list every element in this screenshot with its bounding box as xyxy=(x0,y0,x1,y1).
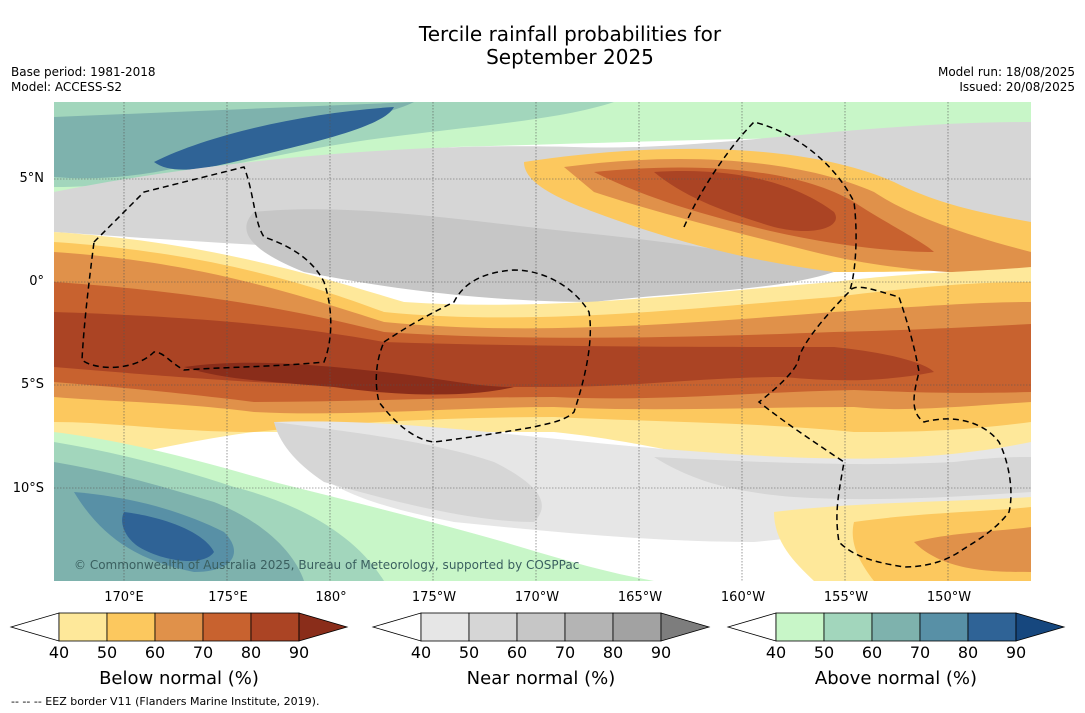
colorbar-segment xyxy=(967,612,1017,642)
colorbar-left-extension xyxy=(371,612,422,642)
colorbar-below-title: Below normal (%) xyxy=(99,668,259,689)
colorbar-above-title: Above normal (%) xyxy=(814,668,978,689)
colorbar-segment xyxy=(775,612,825,642)
colorbar-near-normal xyxy=(371,612,711,642)
map-title-line2: September 2025 xyxy=(486,45,654,69)
map-title-line1: Tercile rainfall probabilities for xyxy=(418,22,722,46)
lon-label-170e: 170°E xyxy=(104,590,144,605)
lat-label-10s: 10°S xyxy=(12,481,44,496)
cb-below-tick-80: 80 xyxy=(240,643,262,662)
colorbar-above-normal xyxy=(726,612,1066,642)
colorbar-segment xyxy=(106,612,156,642)
lat-label-5n: 5°N xyxy=(19,171,45,186)
colorbar-segment xyxy=(154,612,204,642)
map-svg xyxy=(54,102,1031,581)
cb-above-tick-80: 80 xyxy=(957,643,979,662)
cb-below-tick-70: 70 xyxy=(192,643,214,662)
lon-label-180: 180° xyxy=(315,590,347,605)
colorbar-segment xyxy=(420,612,470,642)
cb-near-tick-80: 80 xyxy=(602,643,624,662)
near-normal-south-west xyxy=(274,422,542,522)
copyright-text: © Commonwealth of Australia 2025, Bureau… xyxy=(74,558,580,572)
lon-label-175w: 175°W xyxy=(411,590,457,605)
colorbar-segment xyxy=(58,612,108,642)
cb-above-tick-70: 70 xyxy=(909,643,931,662)
cb-below-tick-50: 50 xyxy=(96,643,118,662)
colorbar-segment xyxy=(516,612,566,642)
cb-below-tick-90: 90 xyxy=(288,643,310,662)
cb-near-tick-50: 50 xyxy=(458,643,480,662)
model-run-text: Model run: 18/08/2025 xyxy=(937,65,1075,79)
cb-above-tick-40: 40 xyxy=(765,643,787,662)
below-normal-north-80 xyxy=(654,171,836,232)
eez-footnote: -- -- -- EEZ border V11 (Flanders Marine… xyxy=(11,695,320,708)
colorbar-segment xyxy=(612,612,662,642)
colorbar-segment xyxy=(564,612,614,642)
colorbar-segment xyxy=(250,612,300,642)
colorbar-segment xyxy=(202,612,252,642)
colorbar-right-extension xyxy=(298,612,349,642)
colorbar-near-title: Near normal (%) xyxy=(466,668,616,689)
lon-label-160w: 160°W xyxy=(720,590,766,605)
above-normal-north-core xyxy=(154,107,394,170)
base-period-text: Base period: 1981-2018 xyxy=(11,65,156,79)
cb-near-tick-60: 60 xyxy=(506,643,528,662)
cb-below-tick-40: 40 xyxy=(48,643,70,662)
cb-near-tick-70: 70 xyxy=(554,643,576,662)
eez-border-tuvalu xyxy=(81,166,332,371)
colorbar-segment xyxy=(871,612,921,642)
lon-label-170w: 170°W xyxy=(514,590,560,605)
rainfall-probability-map: © Commonwealth of Australia 2025, Bureau… xyxy=(54,102,1031,581)
lon-label-175e: 175°E xyxy=(208,590,248,605)
colorbar-left-extension xyxy=(9,612,60,642)
above-normal-south-80 xyxy=(122,512,214,562)
colorbar-right-extension xyxy=(660,612,711,642)
below-normal-south-60 xyxy=(914,527,1031,572)
cb-above-tick-90: 90 xyxy=(1005,643,1027,662)
cb-near-tick-40: 40 xyxy=(410,643,432,662)
below-normal-equator-90 xyxy=(184,362,514,395)
eez-borders xyxy=(81,121,1012,568)
cb-near-tick-90: 90 xyxy=(650,643,672,662)
model-text: Model: ACCESS-S2 xyxy=(11,80,123,94)
colorbar-below-normal xyxy=(9,612,349,642)
near-normal-equator-zone xyxy=(246,209,834,302)
colorbar-segment xyxy=(919,612,969,642)
lon-label-150w: 150°W xyxy=(926,590,972,605)
graticule xyxy=(54,102,1031,581)
cb-below-tick-60: 60 xyxy=(144,643,166,662)
lat-label-0: 0° xyxy=(29,274,44,289)
lat-label-5s: 5°S xyxy=(20,377,44,392)
eez-border-tokelau xyxy=(375,269,592,443)
cb-above-tick-50: 50 xyxy=(813,643,835,662)
cb-above-tick-60: 60 xyxy=(861,643,883,662)
colorbar-right-extension xyxy=(1015,612,1066,642)
issued-text: Issued: 20/08/2025 xyxy=(959,80,1075,94)
colorbars-svg xyxy=(9,612,1066,642)
lon-label-155w: 155°W xyxy=(823,590,869,605)
eez-border-kiribati xyxy=(683,121,1012,568)
near-normal-south-50 xyxy=(654,457,1031,500)
colorbar-segment xyxy=(823,612,873,642)
colorbar-segment xyxy=(468,612,518,642)
colorbar-left-extension xyxy=(726,612,777,642)
lon-label-165w: 165°W xyxy=(617,590,663,605)
